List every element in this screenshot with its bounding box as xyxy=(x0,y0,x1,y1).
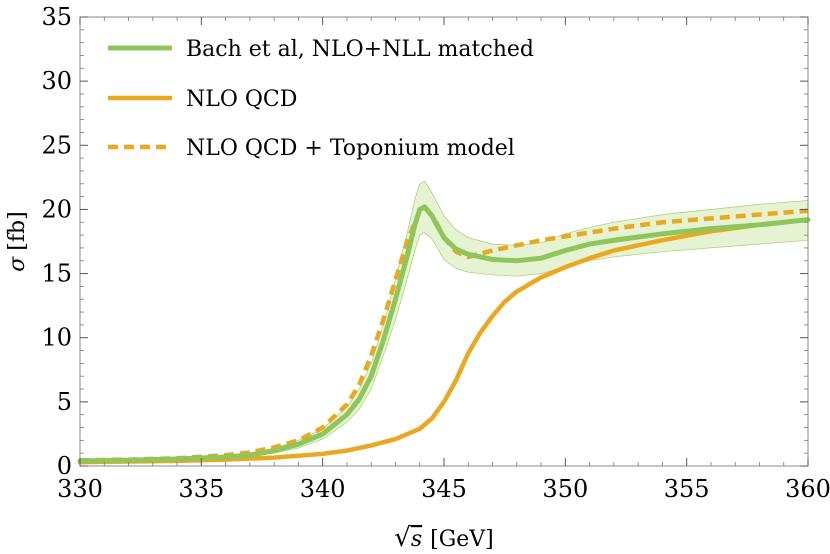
series-line-nlo-qcd xyxy=(77,217,811,465)
x-tick-label: 335 xyxy=(178,475,224,503)
tick-layer: 330 335 340 345 350 355 360 0 5 10 15 20 25 30 35 xyxy=(41,3,830,503)
uncertainty-band-fill xyxy=(80,181,808,463)
uncertainty-band-lower-edge xyxy=(79,232,809,463)
y-tick-label: 10 xyxy=(41,324,72,352)
y-tick-label: 35 xyxy=(41,3,72,31)
x-tick-label: 340 xyxy=(300,475,346,503)
x-axis-label-var: s xyxy=(411,527,422,552)
y-tick-label: 30 xyxy=(41,67,72,95)
x-tick-label: 330 xyxy=(57,475,103,503)
x-tick-label: 350 xyxy=(542,475,588,503)
legend-label-bach-et-al: Bach et al, NLO+NLL matched xyxy=(186,37,534,62)
y-axis-label-unit: [fb] xyxy=(5,211,30,250)
legend-label-nlo-qcd: NLO QCD xyxy=(186,87,297,112)
y-axis-label-var: σ xyxy=(5,256,30,272)
series-line-bach-et-al-nlo-nll-matched xyxy=(77,204,811,464)
y-tick-label: 0 xyxy=(57,452,72,480)
x-axis-label-root: √ xyxy=(394,523,411,553)
x-tick-label: 355 xyxy=(664,475,710,503)
legend: Bach et al, NLO+NLL matched NLO QCD NLO … xyxy=(108,37,534,161)
y-tick-label: 5 xyxy=(57,388,72,416)
series-line-nlo-qcd-toponium-model xyxy=(79,207,809,463)
legend-label-toponium-model: NLO QCD + Toponium model xyxy=(186,136,515,161)
x-axis-label: √s [GeV] xyxy=(394,523,494,553)
uncertainty-band-layer xyxy=(79,180,809,463)
y-tick-label: 25 xyxy=(41,131,72,159)
x-tick-label: 345 xyxy=(421,475,467,503)
y-tick-label: 15 xyxy=(41,260,72,288)
x-axis-label-unit: [GeV] xyxy=(430,527,494,552)
y-axis-label: σ [fb] xyxy=(5,211,30,271)
x-tick-label: 360 xyxy=(785,475,830,503)
y-tick-label: 20 xyxy=(41,195,72,223)
series-line-layer xyxy=(77,204,811,465)
